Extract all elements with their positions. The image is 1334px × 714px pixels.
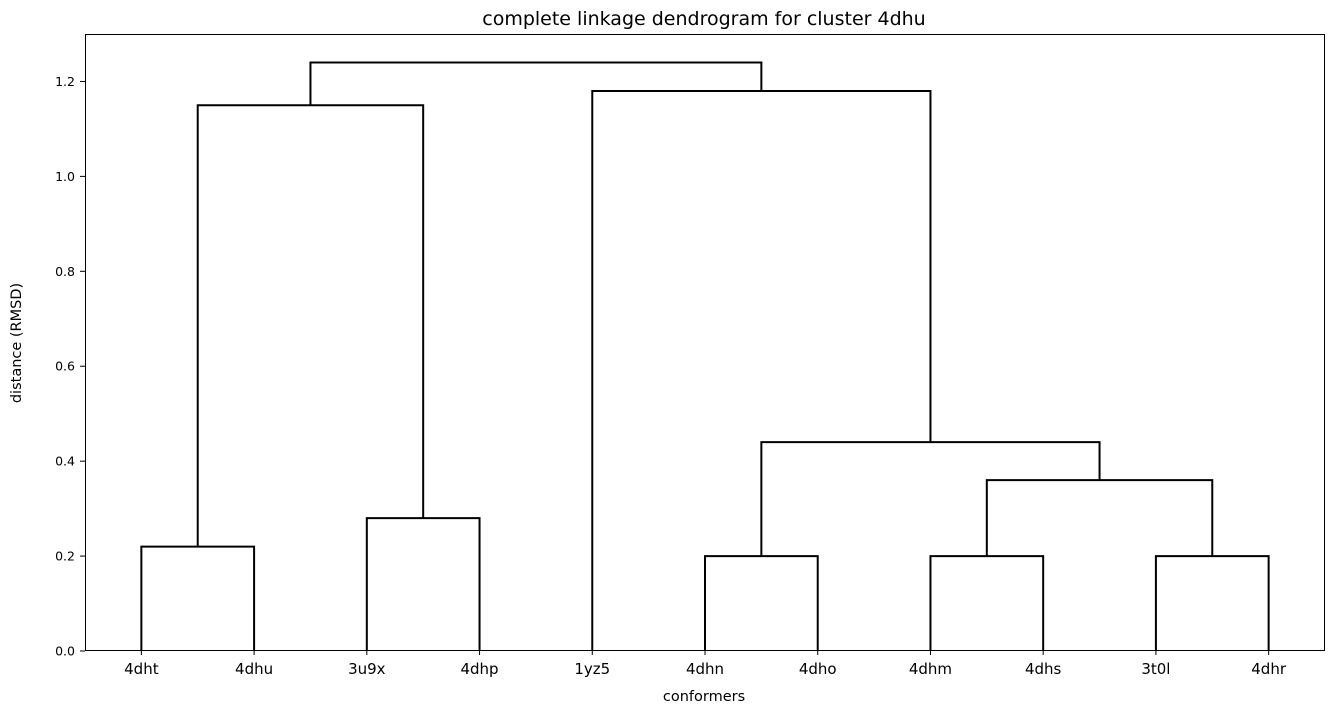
y-tick-label: 0.0 [55, 644, 75, 659]
leaf-label-4dhr: 4dhr [1251, 660, 1287, 678]
leaf-label-4dhm: 4dhm [909, 660, 952, 678]
dendrogram-links [140, 61, 1270, 651]
dendrogram-link-5 [985, 479, 1214, 557]
dendrogram-link-6 [760, 441, 1101, 557]
y-tick-label: 0.4 [55, 454, 75, 469]
y-tick-label: 0.8 [55, 264, 75, 279]
y-tick-label: 1.2 [55, 74, 75, 89]
y-axis-ticks: 0.0 0.2 0.4 0.6 0.8 1.0 1.2 [55, 74, 85, 659]
leaf-label-3t0l: 3t0l [1141, 660, 1170, 678]
leaf-label-1yz5: 1yz5 [574, 660, 610, 678]
y-tick-label: 0.2 [55, 549, 75, 564]
y-tick-label: 0.6 [55, 359, 75, 374]
x-axis-leaf-labels: 4dht 4dhu 3u9x 4dhp 1yz5 4dhn 4dho 4dhm 4dhs 3t0l… [124, 651, 1287, 678]
dendrogram-link-7 [196, 104, 425, 547]
leaf-label-4dhu: 4dhu [235, 660, 273, 678]
dendrogram-link-1 [365, 517, 481, 651]
dendrogram-link-8 [591, 89, 932, 651]
leaf-label-4dht: 4dht [124, 660, 159, 678]
leaf-label-4dho: 4dho [799, 660, 837, 678]
dendrogram-link-3 [929, 555, 1045, 651]
x-axis-label: conformers [663, 689, 745, 705]
dendrogram-link-4 [1154, 555, 1270, 651]
dendrogram-link-2 [704, 555, 819, 651]
plot-frame [85, 34, 1325, 651]
leaf-label-3u9x: 3u9x [348, 660, 386, 678]
leaf-label-4dhs: 4dhs [1025, 660, 1062, 678]
leaf-label-4dhn: 4dhn [686, 660, 724, 678]
leaf-label-4dhp: 4dhp [460, 660, 498, 678]
chart-title: complete linkage dendrogram for cluster … [482, 8, 925, 30]
y-tick-label: 1.0 [55, 169, 75, 184]
dendrogram-link-9 [309, 61, 763, 106]
y-axis-label: distance (RMSD) [9, 283, 25, 403]
dendrogram-link-0 [140, 545, 256, 651]
